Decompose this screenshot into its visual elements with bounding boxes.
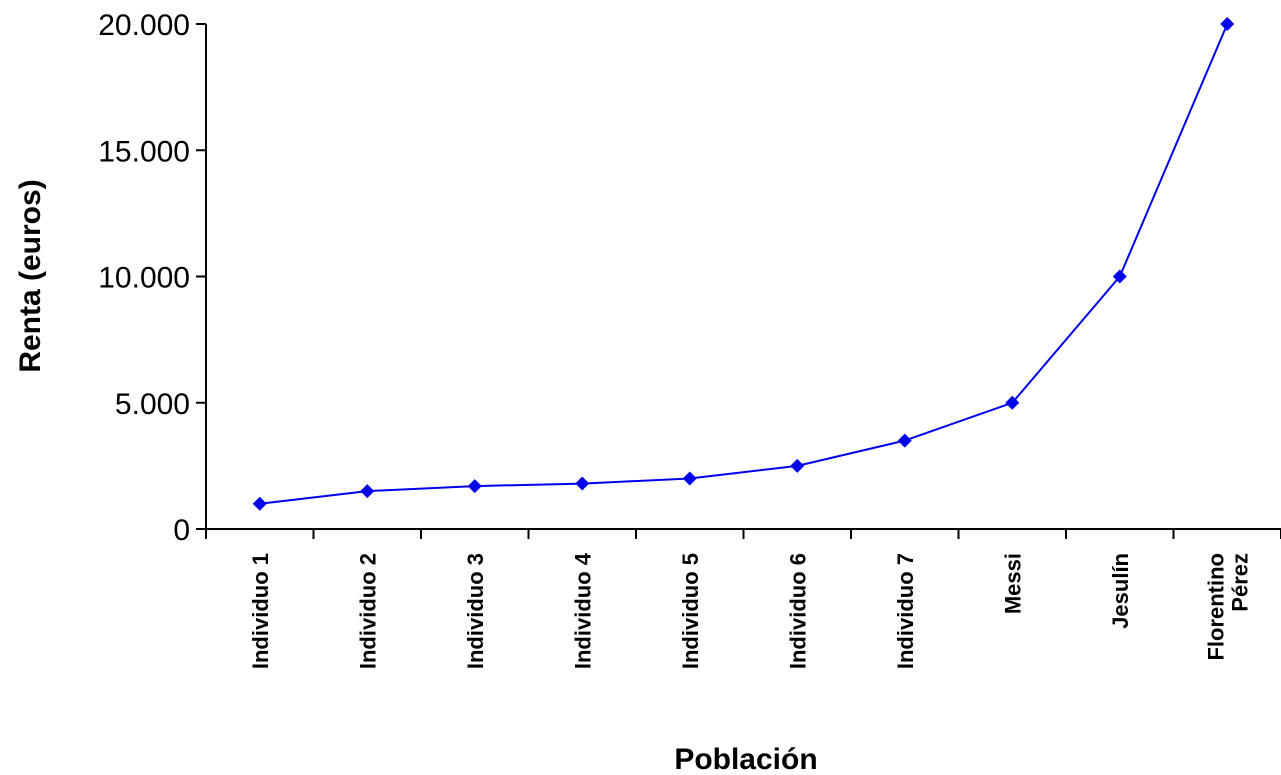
series-layer xyxy=(252,17,1235,511)
x-axis: Individuo 1 Individuo 2 Individuo 3 Individ… xyxy=(205,528,1281,669)
data-point xyxy=(790,458,805,473)
data-point xyxy=(897,433,912,448)
data-point xyxy=(1220,17,1235,31)
data-point xyxy=(467,479,482,494)
x-category-label: Florentino xyxy=(1203,553,1228,661)
y-tick-label: 15.000 xyxy=(98,135,190,168)
y-axis-title: Renta (euros) xyxy=(14,179,47,372)
data-point xyxy=(252,496,267,511)
x-category-label: Individuo 3 xyxy=(463,553,488,669)
x-category-label: Messi xyxy=(1000,553,1025,614)
data-point xyxy=(682,471,697,486)
x-category-label: Pérez xyxy=(1227,553,1252,612)
y-tick-label: 10.000 xyxy=(98,262,190,295)
x-category-label: Individuo 6 xyxy=(785,553,810,669)
data-point xyxy=(360,484,375,499)
x-axis-title: Población xyxy=(674,743,817,775)
x-category-label: Individuo 1 xyxy=(248,553,273,669)
x-category-label: Individuo 5 xyxy=(678,553,703,669)
data-point xyxy=(1112,269,1127,284)
data-point xyxy=(575,476,590,491)
y-axis: 0 5.000 10.000 15.000 20.000 xyxy=(98,9,207,547)
x-category-label: Individuo 2 xyxy=(355,553,380,669)
y-tick-label: 20.000 xyxy=(98,9,190,42)
x-category-label: Individuo 7 xyxy=(893,553,918,669)
series-line xyxy=(259,23,1229,505)
y-tick-label: 0 xyxy=(173,514,190,547)
x-category-label: Jesulín xyxy=(1108,553,1133,629)
x-category-label: Individuo 4 xyxy=(570,552,595,669)
data-point xyxy=(1005,395,1020,410)
y-tick-label: 5.000 xyxy=(115,388,190,421)
